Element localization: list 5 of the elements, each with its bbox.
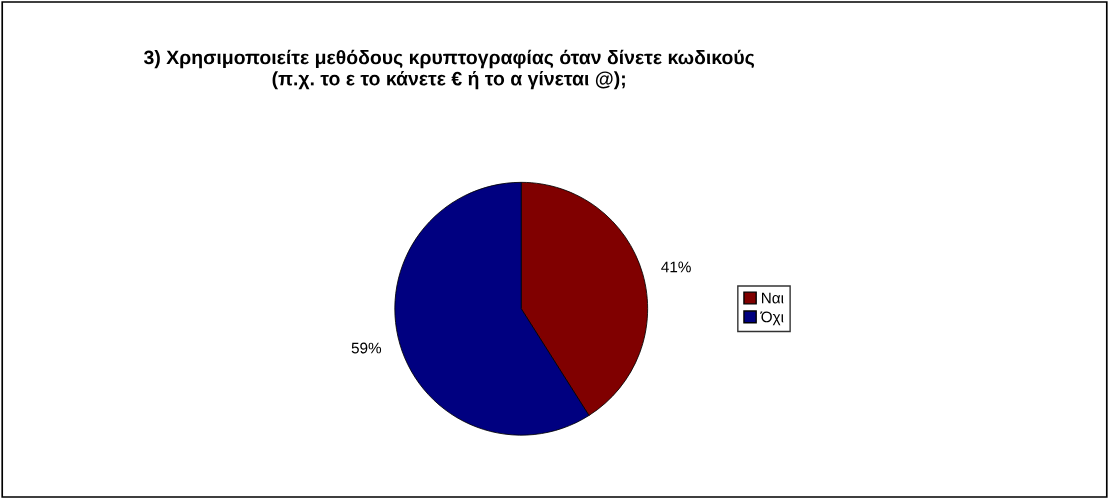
data-label: 41%: [661, 261, 691, 273]
legend-label: Ναι: [762, 292, 784, 304]
legend-label: Όχι: [760, 311, 784, 326]
chart-title: 3) Χρησιμοποιείτε μεθόδους κρυπτογραφίας όταν δίνετε κωδικούς (π.χ. το ε το κάνετε € ή το α γίνεται @);: [143, 49, 755, 90]
data-label: 59%: [351, 342, 382, 354]
